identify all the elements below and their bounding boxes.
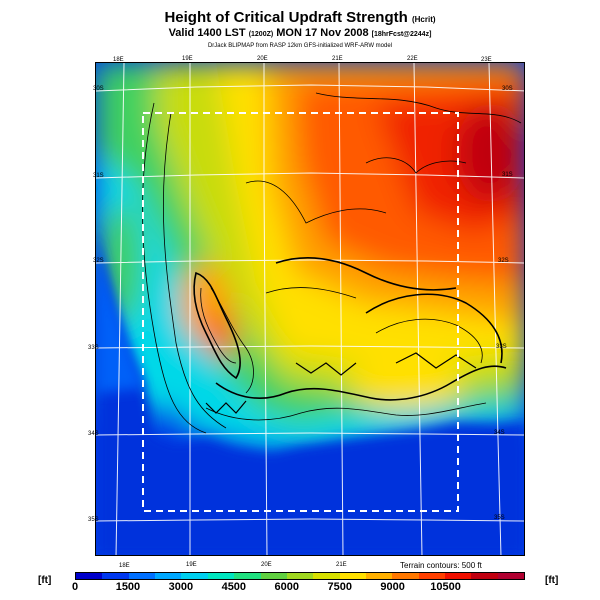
color-swatch bbox=[181, 573, 208, 579]
legend-tick-label: 6000 bbox=[274, 581, 299, 593]
map-graphic bbox=[96, 63, 524, 555]
subtitle-valid: Valid 1400 LST bbox=[168, 27, 246, 39]
top-lon-label: 19E bbox=[182, 56, 193, 62]
bottom-lon-label: 20E bbox=[261, 562, 272, 568]
left-lat-label: 32S bbox=[93, 258, 104, 264]
subtitle-date: MON 17 Nov 2008 bbox=[276, 27, 369, 39]
terrain-contours bbox=[142, 92, 522, 434]
color-swatch bbox=[418, 573, 446, 579]
legend-tick-label: 3000 bbox=[168, 581, 194, 593]
right-lat-label: 30S bbox=[502, 86, 513, 92]
graticule bbox=[96, 63, 524, 555]
model-credit: DrJack BLIPMAP from RASP 12km GFS-initia… bbox=[207, 43, 393, 49]
color-swatch bbox=[260, 573, 287, 579]
legend-tick-label: 4500 bbox=[221, 581, 247, 593]
top-lon-label: 18E bbox=[113, 57, 124, 63]
subtitle-code: (1200Z) bbox=[248, 31, 274, 38]
forecast-map bbox=[95, 62, 525, 556]
color-swatch bbox=[392, 573, 419, 579]
color-swatch bbox=[286, 573, 314, 579]
right-lat-label: 34S bbox=[494, 430, 505, 436]
color-swatch bbox=[445, 573, 472, 579]
west-coast-water bbox=[96, 243, 144, 393]
chart-subtitle: Valid 1400 LST (1200Z) MON 17 Nov 2008 [… bbox=[0, 27, 600, 39]
color-swatch bbox=[102, 573, 129, 579]
color-swatch bbox=[207, 573, 235, 579]
legend-tick-label: 0 bbox=[71, 581, 79, 593]
legend-tick-label: 10500 bbox=[430, 581, 461, 593]
bottom-lon-label: 18E bbox=[119, 563, 130, 569]
subtitle-forecast: [18hrFcst@2244z] bbox=[371, 31, 432, 38]
legend-tick-label: 7500 bbox=[327, 581, 352, 593]
bottom-lon-label: 19E bbox=[186, 562, 197, 568]
top-lon-label: 20E bbox=[257, 56, 268, 62]
color-swatch bbox=[155, 573, 182, 579]
color-swatch bbox=[365, 573, 393, 579]
color-swatch bbox=[128, 573, 156, 579]
title-text: Height of Critical Updraft Strength bbox=[164, 9, 408, 26]
top-lon-label: 23E bbox=[481, 57, 492, 63]
color-swatch bbox=[497, 573, 525, 579]
color-swatch bbox=[234, 573, 261, 579]
left-lat-label: 30S bbox=[93, 86, 104, 92]
legend-unit-right: [ft] bbox=[545, 575, 559, 586]
color-swatch bbox=[76, 573, 103, 579]
color-swatch bbox=[471, 573, 498, 579]
left-lat-label: 34S bbox=[88, 431, 99, 437]
terrain-contour-note: Terrain contours: 500 ft bbox=[400, 561, 482, 570]
right-lat-label: 32S bbox=[498, 258, 509, 264]
color-swatch bbox=[313, 573, 340, 579]
top-lon-label: 22E bbox=[407, 56, 418, 62]
color-swatch bbox=[339, 573, 366, 579]
updraft-field bbox=[96, 63, 524, 453]
chart-title: Height of Critical Updraft Strength (Hcr… bbox=[0, 9, 600, 26]
title-units: (Hcrit) bbox=[411, 15, 436, 24]
inner-domain-box bbox=[142, 112, 459, 512]
legend-tick-label: 9000 bbox=[380, 581, 405, 593]
ocean-shelf bbox=[96, 63, 524, 555]
top-lon-label: 21E bbox=[332, 56, 343, 62]
color-scale-bar bbox=[75, 572, 525, 580]
bottom-lon-label: 21E bbox=[336, 562, 347, 568]
legend-tick-label: 1500 bbox=[115, 581, 141, 593]
right-lat-label: 35S bbox=[494, 515, 505, 521]
left-lat-label: 33S bbox=[88, 345, 99, 351]
left-lat-label: 35S bbox=[88, 517, 99, 523]
left-lat-label: 31S bbox=[93, 173, 104, 179]
legend-unit-left: [ft] bbox=[38, 575, 52, 586]
right-lat-label: 33S bbox=[496, 344, 507, 350]
right-lat-label: 31S bbox=[502, 172, 513, 178]
